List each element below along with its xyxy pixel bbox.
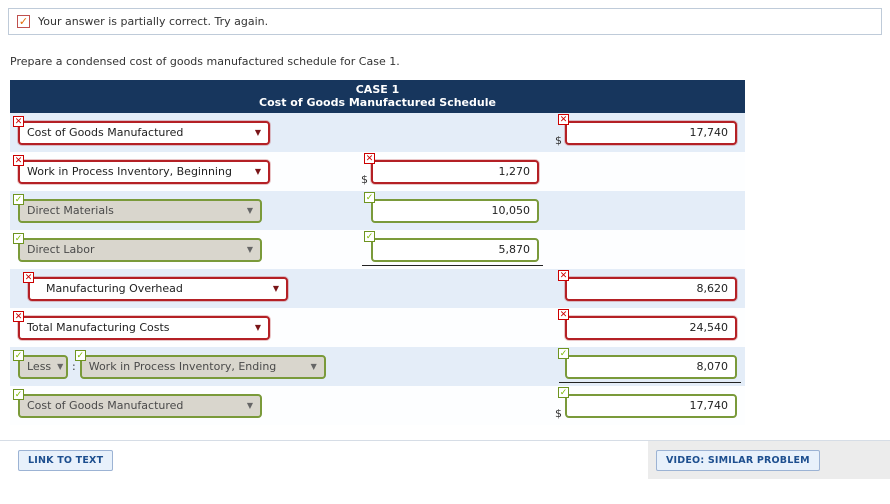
incorrect-icon: ✕	[558, 113, 569, 125]
correct-icon: ✓	[13, 232, 24, 244]
amount-input-row6[interactable]	[565, 315, 737, 340]
table-row: ✓ Cost of Goods Manufactured ▼ $ ✓	[10, 386, 745, 425]
dropdown-label: Less	[27, 360, 52, 373]
table-row: ✓ Less ▼ : ✓ Work in Process Inventory, …	[10, 347, 745, 386]
table-header: CASE 1 Cost of Goods Manufactured Schedu…	[10, 80, 745, 113]
separator-colon: :	[72, 360, 76, 373]
dropdown-label: Cost of Goods Manufactured	[27, 399, 184, 412]
account-dropdown-row8[interactable]: ✓ Cost of Goods Manufactured ▼	[13, 388, 262, 418]
dropdown-label: Manufacturing Overhead	[46, 282, 183, 295]
incorrect-icon: ✕	[13, 310, 24, 322]
incorrect-icon: ✕	[558, 308, 569, 320]
footer: LINK TO TEXT VIDEO: SIMILAR PROBLEM	[0, 441, 890, 479]
account-dropdown-row3[interactable]: ✓ Direct Materials ▼	[13, 193, 262, 223]
dropdown-label: Direct Materials	[27, 204, 114, 217]
table-row: ✕ Work in Process Inventory, Beginning ▼…	[10, 152, 745, 191]
account-dropdown-row4[interactable]: ✓ Direct Labor ▼	[13, 232, 262, 262]
account-dropdown-row5[interactable]: ✕ Manufacturing Overhead ▼	[23, 271, 288, 301]
correct-icon: ✓	[13, 388, 24, 400]
amount-input-row2[interactable]	[371, 159, 539, 184]
video-similar-problem-button[interactable]: VIDEO: SIMILAR PROBLEM	[656, 449, 820, 471]
table-row: ✓ Direct Materials ▼ ✓	[10, 191, 745, 230]
footer-divider	[0, 440, 890, 441]
dollar-sign: $	[361, 173, 368, 186]
chevron-down-icon: ▼	[246, 206, 253, 215]
amount-input-row1[interactable]	[565, 120, 737, 145]
amount-input-row7[interactable]	[565, 354, 737, 379]
correct-icon: ✓	[558, 386, 569, 398]
chevron-down-icon: ▼	[254, 323, 261, 332]
amount-input-row4[interactable]	[371, 237, 539, 262]
table-title-schedule: Cost of Goods Manufactured Schedule	[259, 96, 496, 109]
amount-input-row3[interactable]	[371, 198, 539, 223]
incorrect-icon: ✕	[558, 269, 569, 281]
chevron-down-icon: ▼	[272, 284, 279, 293]
dropdown-label: Direct Labor	[27, 243, 95, 256]
account-dropdown-row1[interactable]: ✕ Cost of Goods Manufactured ▼	[13, 115, 270, 145]
instruction-text: Prepare a condensed cost of goods manufa…	[10, 55, 400, 68]
partially-correct-icon: ✓	[17, 15, 30, 28]
correct-icon: ✓	[74, 349, 86, 361]
chevron-down-icon: ▼	[246, 401, 253, 410]
less-dropdown[interactable]: ✓ Less ▼	[13, 349, 68, 379]
table-row: ✕ Manufacturing Overhead ▼ ✕	[10, 269, 745, 308]
correct-icon: ✓	[13, 349, 24, 361]
dropdown-label: Work in Process Inventory, Ending	[88, 360, 277, 373]
table-row: ✕ Cost of Goods Manufactured ▼ $ ✕	[10, 113, 745, 152]
chevron-down-icon: ▼	[254, 167, 261, 176]
table-title-case: CASE 1	[355, 83, 400, 96]
incorrect-icon: ✕	[13, 115, 24, 127]
dropdown-label: Work in Process Inventory, Beginning	[27, 165, 232, 178]
amount-input-row5[interactable]	[565, 276, 737, 301]
chevron-down-icon: ▼	[57, 362, 64, 371]
dropdown-label: Total Manufacturing Costs	[27, 321, 170, 334]
chevron-down-icon: ▼	[246, 245, 253, 254]
chevron-down-icon: ▼	[254, 128, 261, 137]
correct-icon: ✓	[558, 347, 569, 359]
correct-icon: ✓	[364, 230, 375, 242]
table-row: ✕ Total Manufacturing Costs ▼ ✕	[10, 308, 745, 347]
dollar-sign: $	[555, 407, 562, 420]
incorrect-icon: ✕	[23, 271, 34, 283]
footer-right-panel: VIDEO: SIMILAR PROBLEM	[648, 441, 890, 479]
account-dropdown-row7[interactable]: ✓ Work in Process Inventory, Ending ▼	[74, 349, 326, 379]
account-dropdown-row2[interactable]: ✕ Work in Process Inventory, Beginning ▼	[13, 154, 270, 184]
table-row: ✓ Direct Labor ▼ ✓	[10, 230, 745, 269]
link-to-text-button[interactable]: LINK TO TEXT	[18, 450, 114, 471]
correct-icon: ✓	[364, 191, 375, 203]
cogm-schedule-table: CASE 1 Cost of Goods Manufactured Schedu…	[10, 80, 745, 425]
correct-icon: ✓	[13, 193, 24, 205]
feedback-banner: ✓ Your answer is partially correct. Try …	[8, 8, 882, 35]
feedback-text: Your answer is partially correct. Try ag…	[38, 15, 269, 28]
dollar-sign: $	[555, 134, 562, 147]
incorrect-icon: ✕	[364, 152, 375, 164]
amount-input-row8[interactable]	[565, 393, 737, 418]
chevron-down-icon: ▼	[310, 362, 317, 371]
account-dropdown-row6[interactable]: ✕ Total Manufacturing Costs ▼	[13, 310, 270, 340]
incorrect-icon: ✕	[13, 154, 24, 166]
dropdown-label: Cost of Goods Manufactured	[27, 126, 184, 139]
